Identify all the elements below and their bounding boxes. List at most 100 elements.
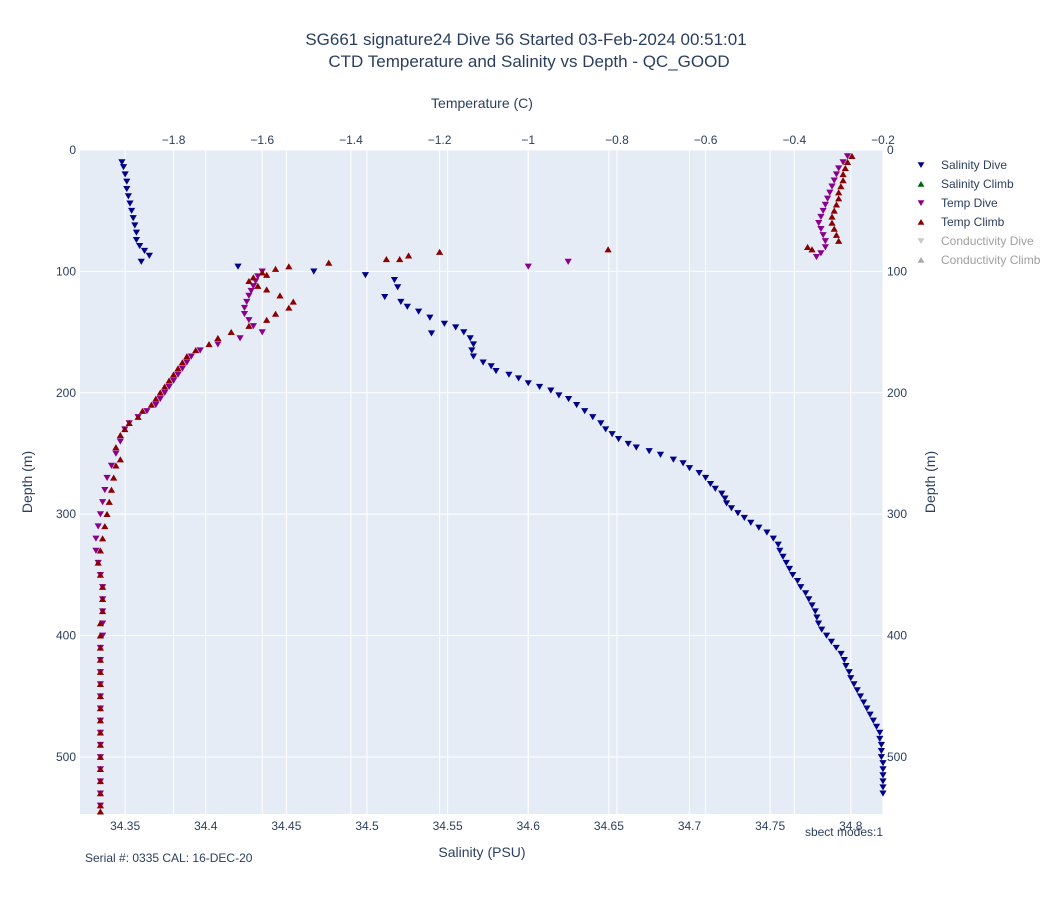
data-point: [514, 375, 523, 382]
data-point: [94, 559, 102, 566]
data-point: [96, 802, 104, 809]
data-point: [161, 389, 169, 397]
legend-label: Salinity Dive: [941, 158, 1007, 172]
data-point: [103, 474, 111, 481]
x-axis-label: Salinity (PSU): [438, 844, 525, 860]
data-point: [804, 243, 812, 250]
data-point: [214, 334, 222, 342]
data-point: [842, 663, 850, 670]
data-point: [839, 171, 847, 178]
data-point: [821, 238, 829, 245]
data-point: [624, 440, 632, 448]
data-point: [869, 717, 877, 724]
data-point: [832, 201, 841, 208]
data-point: [774, 541, 782, 548]
data-point: [178, 365, 187, 372]
data-point: [107, 486, 116, 493]
data-point: [112, 462, 120, 469]
data-point: [96, 644, 104, 651]
x2-tick-label: −1: [521, 133, 535, 147]
data-point: [240, 304, 249, 312]
data-point: [227, 328, 235, 335]
x-tick-label: 34.7: [678, 819, 702, 833]
data-point: [325, 259, 333, 266]
data-point: [817, 213, 825, 221]
data-point: [116, 432, 124, 439]
data-point: [819, 207, 827, 214]
series-temp-climb: [94, 152, 856, 815]
legend-marker: [917, 162, 925, 169]
data-point: [187, 353, 195, 360]
data-point: [99, 535, 107, 542]
data-point: [469, 341, 478, 348]
data-point: [132, 229, 141, 236]
data-point: [92, 547, 100, 554]
data-point: [134, 413, 142, 420]
data-point: [92, 535, 100, 542]
x-tick-label: 34.65: [594, 819, 624, 833]
data-point: [99, 595, 107, 603]
y-tick-label: 300: [56, 507, 76, 521]
data-point: [608, 431, 616, 438]
data-point: [116, 438, 124, 445]
data-point: [632, 444, 640, 451]
data-point: [763, 529, 771, 536]
data-point: [192, 347, 200, 354]
data-point: [249, 323, 257, 330]
legend-label: Temp Climb: [941, 215, 1005, 229]
data-point: [96, 777, 104, 785]
data-point: [123, 178, 131, 185]
data-point: [96, 808, 104, 815]
data-point: [460, 329, 468, 336]
data-point: [879, 766, 887, 773]
data-point: [718, 490, 726, 497]
data-point: [835, 189, 843, 196]
data-point: [96, 656, 104, 663]
data-point: [96, 741, 104, 748]
data-point: [702, 474, 710, 481]
data-point: [289, 298, 297, 305]
x-tick-label: 34.55: [433, 819, 463, 833]
data-point: [394, 284, 402, 291]
data-point: [110, 474, 118, 481]
data-point: [183, 353, 191, 360]
data-point: [832, 231, 841, 238]
data-point: [835, 237, 843, 244]
data-point: [830, 225, 838, 232]
data-point: [604, 246, 612, 253]
data-point: [99, 583, 107, 590]
data-point: [96, 511, 104, 518]
legend-item: Conductivity Climb: [917, 253, 1041, 267]
data-point: [112, 450, 120, 457]
data-point: [722, 500, 731, 507]
data-point: [196, 347, 204, 354]
data-point: [143, 408, 151, 415]
data-point: [847, 675, 855, 682]
data-point: [492, 368, 500, 375]
legend-item: Salinity Dive: [917, 158, 1007, 172]
data-point: [853, 687, 861, 694]
data-point: [96, 717, 104, 724]
data-point: [96, 765, 104, 772]
data-point: [310, 268, 318, 275]
data-point: [822, 632, 831, 639]
data-point: [814, 620, 823, 627]
x2-tick-label: −0.6: [694, 133, 718, 147]
data-point: [505, 371, 513, 378]
data-point: [614, 436, 623, 443]
data-point: [524, 263, 532, 270]
data-point: [96, 753, 104, 760]
data-point: [755, 524, 763, 531]
data-point: [782, 559, 790, 566]
data-point: [564, 258, 572, 265]
data-point: [174, 371, 182, 378]
data-point: [132, 236, 141, 244]
data-point: [877, 754, 885, 761]
data-point: [802, 590, 810, 597]
data-point: [797, 584, 805, 591]
y2-tick-label: 100: [887, 264, 907, 278]
data-point: [879, 790, 887, 797]
data-point: [818, 626, 826, 633]
data-point: [839, 177, 847, 184]
legend-item: Temp Dive: [917, 196, 998, 210]
